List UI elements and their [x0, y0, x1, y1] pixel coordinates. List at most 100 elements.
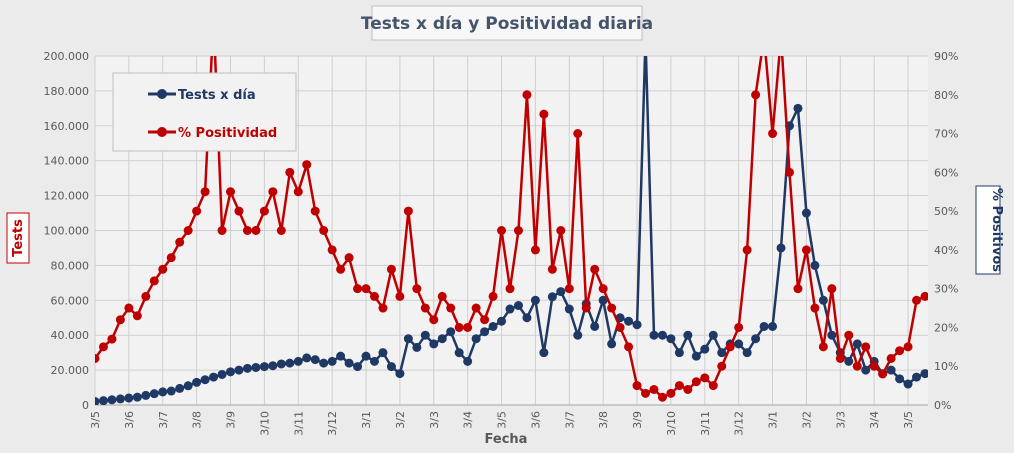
- data-point: [869, 361, 879, 371]
- data-point: [810, 303, 820, 313]
- data-point: [505, 304, 515, 314]
- data-point: [124, 303, 134, 313]
- legend-label: % Positividad: [178, 126, 277, 141]
- data-point: [878, 369, 888, 379]
- x-tick-label: 3/5: [902, 411, 915, 429]
- data-point: [378, 303, 388, 313]
- legend-box: [112, 72, 297, 152]
- data-point: [141, 291, 151, 301]
- data-point: [717, 348, 727, 358]
- y2-tick-label: 40%: [934, 244, 958, 257]
- data-point: [480, 327, 490, 337]
- y-tick-label: 20.000: [51, 364, 90, 377]
- data-point: [657, 330, 667, 340]
- data-point: [293, 356, 303, 366]
- data-point: [378, 348, 388, 358]
- data-point: [226, 187, 236, 197]
- data-point: [717, 361, 727, 371]
- y-tick-label: 140.000: [44, 155, 90, 168]
- data-point: [598, 295, 608, 305]
- data-point: [691, 351, 701, 361]
- y-tick-label: 180.000: [44, 85, 90, 98]
- data-point: [175, 383, 185, 393]
- data-point: [708, 330, 718, 340]
- data-point: [420, 330, 430, 340]
- data-point: [276, 226, 286, 235]
- title-box: [371, 5, 643, 41]
- x-tick-label: 3/12: [733, 411, 746, 436]
- data-point: [488, 321, 498, 331]
- data-point: [564, 284, 574, 294]
- data-point: [251, 226, 261, 235]
- data-point: [835, 353, 845, 363]
- data-point: [751, 334, 761, 344]
- data-point: [759, 321, 769, 331]
- data-point: [429, 315, 439, 325]
- y-tick-label: 0: [82, 399, 89, 412]
- x-tick-label: 3/4: [868, 411, 881, 429]
- data-point: [708, 381, 718, 391]
- data-point: [293, 187, 303, 197]
- data-point: [539, 109, 549, 119]
- data-point: [649, 384, 659, 394]
- data-point: [734, 339, 744, 349]
- data-point: [497, 226, 507, 235]
- data-point: [192, 377, 202, 387]
- data-point: [903, 342, 913, 352]
- data-point: [268, 361, 278, 371]
- x-tick-label: 3/6: [529, 411, 542, 429]
- data-point: [810, 260, 820, 270]
- y2-tick-label: 30%: [934, 283, 958, 296]
- x-tick-label: 3/10: [258, 411, 271, 436]
- data-point: [353, 362, 363, 372]
- data-point: [497, 316, 507, 326]
- data-point: [827, 330, 837, 340]
- data-point: [158, 387, 168, 397]
- data-point: [386, 362, 396, 372]
- y2label-box: [975, 185, 1001, 275]
- data-point: [454, 322, 464, 332]
- x-tick-label: 3/2: [800, 411, 813, 429]
- y-tick-label: 100.000: [44, 225, 90, 238]
- data-point: [276, 359, 286, 369]
- data-point: [437, 291, 447, 301]
- data-point: [268, 187, 278, 197]
- data-point: [259, 362, 269, 372]
- data-point: [115, 394, 125, 404]
- x-tick-label: 3/1: [767, 411, 780, 429]
- data-point: [251, 362, 261, 372]
- data-point: [903, 379, 913, 389]
- data-point: [95, 397, 100, 405]
- data-point: [725, 342, 735, 352]
- data-point: [818, 342, 828, 352]
- data-point: [217, 226, 227, 235]
- data-point: [607, 303, 617, 313]
- data-point: [454, 348, 464, 358]
- data-point: [581, 303, 591, 313]
- x-tick-label: 3/9: [631, 411, 644, 429]
- y-tick-label: 60.000: [51, 294, 90, 307]
- data-point: [674, 381, 684, 391]
- data-point: [861, 342, 871, 352]
- x-tick-label: 3/2: [394, 411, 407, 429]
- data-point: [895, 346, 905, 356]
- data-point: [403, 206, 413, 216]
- data-point: [353, 284, 363, 294]
- data-point: [344, 358, 354, 368]
- data-point: [420, 303, 430, 313]
- data-point: [615, 322, 625, 332]
- y2-tick-label: 70%: [934, 128, 958, 141]
- data-point: [217, 369, 227, 379]
- y2-axis-title: % Positivos: [989, 188, 1004, 272]
- data-point: [844, 356, 854, 366]
- data-point: [920, 369, 928, 379]
- data-point: [573, 129, 583, 139]
- data-point: [107, 334, 117, 344]
- data-point: [522, 90, 532, 100]
- data-point: [632, 381, 642, 391]
- data-point: [310, 355, 320, 365]
- data-point: [302, 160, 312, 170]
- data-point: [336, 351, 346, 361]
- x-tick-label: 3/12: [326, 411, 339, 436]
- y-tick-label: 200.000: [44, 50, 90, 63]
